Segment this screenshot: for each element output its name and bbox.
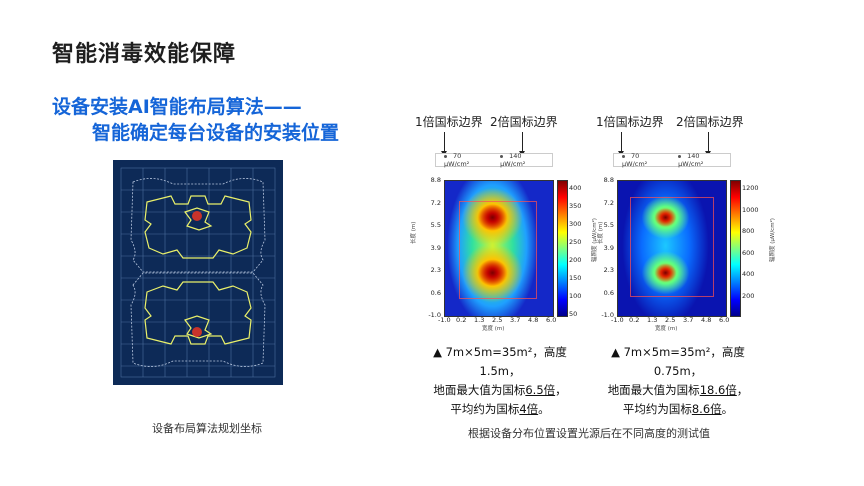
hm2-x-tick: -1.0: [611, 316, 624, 324]
hm2-y-tick: 8.8: [603, 176, 614, 184]
hm2-y-tick: -1.0: [601, 311, 614, 319]
hm1-result-line1: ▲ 7m×5m=35m²，高度1.5m，: [433, 345, 567, 378]
hm1-result-line3: 平均约为国标4倍。: [450, 402, 550, 416]
heatmap-2: [617, 180, 727, 317]
hm2-y-tick: 5.5: [603, 221, 614, 229]
device-marker-top: [192, 211, 202, 221]
hm2-legend-b: 140 μW/cm²: [678, 152, 704, 168]
hm1-y-tick: -1.0: [428, 311, 441, 319]
subtitle-line-2: 智能确定每台设备的安装位置: [92, 122, 340, 144]
hm2-colorbar: [730, 180, 741, 317]
hm2-cbar-tick: 1200: [742, 184, 759, 192]
hm1-y-tick: 3.9: [430, 243, 441, 252]
hm1-colorbar: [557, 180, 568, 317]
hm2-cbar-tick: 400: [742, 270, 755, 279]
hm1-y-label: 长度 (m): [411, 221, 417, 244]
hm1-x-label: 宽度 (m): [482, 326, 505, 332]
legend-dot-icon: [500, 154, 504, 158]
hm2-result-line1: ▲ 7m×5m=35m²，高度0.75m，: [611, 345, 745, 378]
hm1-cbar-tick: 150: [569, 274, 582, 282]
hm1-legend-a: 70 μW/cm²: [444, 152, 470, 168]
hm1-cbar-tick: 50: [569, 310, 578, 318]
hm2-y-tick: 2.3: [603, 266, 614, 274]
hm1-cbar-tick: 250: [569, 238, 582, 246]
hm2-result-line3: 平均约为国标8.6倍。: [622, 402, 734, 416]
hm2-legend: 70 μW/cm² 140 μW/cm²: [613, 152, 731, 168]
hm2-y-tick: 7.2: [603, 198, 614, 207]
heatmap-1: [444, 180, 554, 317]
hm2-cbar-tick: 600: [742, 248, 755, 257]
hm2-cbar-tick: 1000: [742, 205, 759, 214]
hm1-x-tick: 6.0: [546, 316, 557, 324]
hm2-label-1x: 1倍国标边界: [596, 115, 664, 129]
hm1-cbar-tick: 300: [569, 220, 582, 228]
left-caption: 设备布局算法规划坐标: [152, 422, 262, 435]
hm1-arrow-2x: [519, 132, 525, 156]
hm2-x-tick: 3.7: [683, 316, 694, 324]
hm2-arrow-1x: [618, 132, 624, 156]
hm2-x-tick: 2.5: [665, 316, 676, 324]
hm1-x-tick: 2.5: [492, 316, 503, 324]
hm2-result: ▲ 7m×5m=35m²，高度0.75m， 地面最大值为国标18.6倍， 平均约…: [598, 343, 758, 419]
right-caption: 根据设备分布位置设置光源后在不同高度的测试值: [468, 427, 710, 440]
hm1-cbar-tick: 350: [569, 202, 582, 210]
hm1-boundary: [459, 201, 537, 299]
hm1-x-tick: 4.8: [528, 316, 539, 324]
hm1-cbar-tick: 200: [569, 256, 582, 264]
hm2-boundary: [630, 197, 714, 297]
hm2-x-tick: 0.2: [629, 316, 640, 324]
hm2-y-tick: 3.9: [603, 243, 614, 252]
legend-dot-icon: [678, 154, 682, 158]
hm2-x-tick: 4.8: [701, 316, 712, 324]
legend-dot-icon: [444, 154, 447, 158]
hm2-label-2x: 2倍国标边界: [676, 115, 744, 129]
hm1-x-tick: 1.3: [474, 316, 485, 324]
hm1-y-tick: 0.6: [430, 288, 441, 297]
hm1-y-tick: 5.5: [430, 221, 441, 229]
hm2-arrow-2x: [705, 132, 711, 156]
hm1-x-tick: -1.0: [438, 316, 451, 324]
hm1-x-tick: 3.7: [510, 316, 521, 324]
hm2-cbar-tick: 200: [742, 292, 755, 300]
hm1-result-line2: 地面最大值为国标6.5倍，: [433, 383, 567, 397]
hm1-x-tick: 0.2: [456, 316, 467, 324]
hm1-result: ▲ 7m×5m=35m²，高度1.5m， 地面最大值为国标6.5倍， 平均约为国…: [425, 343, 575, 419]
hm1-label-2x: 2倍国标边界: [490, 115, 558, 129]
hm2-x-tick: 6.0: [719, 316, 730, 324]
hm1-label-1x: 1倍国标边界: [415, 115, 483, 129]
layout-plan-svg: [120, 167, 276, 378]
hm1-legend-b: 140 μW/cm²: [500, 152, 526, 168]
subtitle-line-1: 设备安装AI智能布局算法——: [52, 96, 302, 118]
hm2-result-line2: 地面最大值为国标18.6倍，: [607, 383, 749, 397]
device-marker-bottom: [192, 327, 202, 337]
page-title: 智能消毒效能保障: [52, 42, 237, 67]
hm1-y-tick: 7.2: [430, 198, 441, 207]
hm1-y-tick: 8.8: [430, 176, 441, 184]
hm2-cbar-tick: 800: [742, 227, 755, 236]
hm2-legend-a: 70 μW/cm²: [622, 152, 648, 168]
layout-plan-diagram: [113, 160, 283, 385]
hm1-y-tick: 2.3: [430, 266, 441, 274]
hm2-cbar-label: 辐照度 (μW/cm²): [770, 218, 776, 262]
hm1-cbar-tick: 400: [569, 184, 582, 192]
hm2-x-tick: 1.3: [647, 316, 658, 324]
hm2-y-tick: 0.6: [603, 288, 614, 297]
hm2-x-label: 宽度 (m): [655, 326, 678, 332]
hm1-arrow-1x: [441, 132, 447, 156]
hm1-legend: 70 μW/cm² 140 μW/cm²: [435, 152, 553, 168]
hm1-cbar-tick: 100: [569, 292, 582, 300]
legend-dot-icon: [622, 154, 625, 158]
